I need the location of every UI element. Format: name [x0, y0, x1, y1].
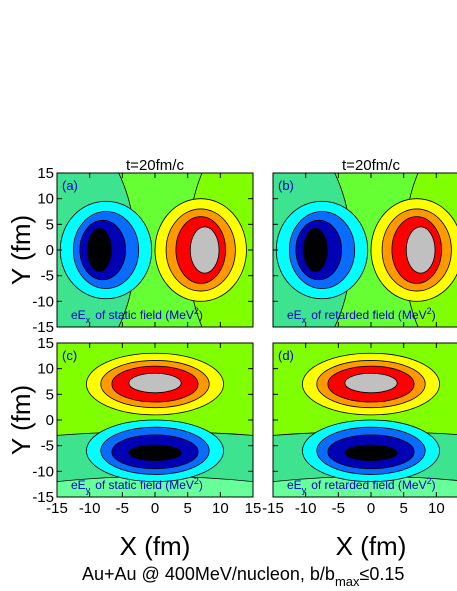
x-axis-label: X (fm)	[120, 531, 191, 561]
annotation-part: 2	[194, 306, 199, 316]
annotation: eEy of retarded field (MeV2)	[287, 476, 436, 495]
y-tick-label: -15	[32, 319, 54, 336]
annotation: eEx of retarded field (MeV2)	[287, 306, 436, 325]
y-tick-label: -10	[32, 463, 54, 480]
y-tick-label: 0	[46, 412, 54, 429]
x-tick-label: -15	[262, 500, 284, 517]
x-tick-label: -15	[46, 500, 68, 517]
caption-part: max	[335, 574, 360, 589]
y-axis-label: Y (fm)	[6, 215, 36, 285]
contour-panel	[273, 173, 457, 327]
y-tick-label: 15	[37, 165, 54, 182]
y-tick-label: -5	[41, 438, 54, 455]
annotation-part: y	[86, 485, 91, 495]
y-tick-label: -15	[32, 489, 54, 506]
caption-part: Au+Au @ 400MeV/nucleon, b/b	[82, 564, 335, 584]
y-tick-label: 10	[37, 191, 54, 208]
caption-part: ≤0.15	[360, 564, 405, 584]
x-tick-label: -10	[79, 500, 101, 517]
contour-panel	[57, 173, 253, 327]
y-tick-label: 10	[37, 361, 54, 378]
panel-label: (d)	[278, 348, 294, 363]
y-tick-label: -5	[41, 268, 54, 285]
contour-region	[344, 444, 398, 461]
contour-region	[303, 228, 328, 272]
annotation-part: )	[432, 308, 436, 322]
annotation-part: 2	[427, 306, 432, 316]
annotation-part: eE	[287, 308, 302, 322]
annotation-part: y	[302, 485, 307, 495]
annotation-part: )	[199, 308, 203, 322]
annotation-part: eE	[71, 478, 86, 492]
contour-region	[189, 226, 220, 274]
annotation: eEx of static field (MeV2)	[71, 306, 203, 325]
x-tick-label: 10	[428, 500, 445, 517]
contour-region	[87, 228, 112, 272]
contour-panel	[273, 343, 457, 497]
x-tick-label: 0	[367, 500, 375, 517]
panel-label: (c)	[62, 348, 77, 363]
annotation-part: x	[86, 315, 91, 325]
x-axis-label: X (fm)	[336, 531, 407, 561]
annotation-part: 2	[427, 476, 432, 486]
annotation-part: of retarded field (MeV	[311, 478, 426, 492]
contour-panel	[57, 343, 253, 497]
contour-region	[128, 444, 182, 461]
caption: Au+Au @ 400MeV/nucleon, b/bmax≤0.15	[82, 564, 404, 589]
annotation-part: )	[432, 478, 436, 492]
x-tick-label: 0	[151, 500, 159, 517]
x-tick-label: -10	[295, 500, 317, 517]
y-tick-label: -10	[32, 293, 54, 310]
annotation: eEy of static field (MeV2)	[71, 476, 203, 495]
contour-region	[128, 372, 182, 394]
annotation-part: eE	[71, 308, 86, 322]
panel-label: (a)	[62, 178, 78, 193]
contour-region	[405, 226, 436, 274]
panel-title: t=20fm/c	[126, 157, 184, 174]
y-axis-label: Y (fm)	[6, 385, 36, 455]
annotation-part: of retarded field (MeV	[311, 308, 426, 322]
annotation-part: of static field (MeV	[95, 308, 194, 322]
y-tick-label: 5	[46, 216, 54, 233]
x-tick-label: 15	[245, 500, 262, 517]
y-tick-label: 0	[46, 242, 54, 259]
y-tick-label: 5	[46, 386, 54, 403]
annotation-part: eE	[287, 478, 302, 492]
annotation-part: )	[199, 478, 203, 492]
annotation-part: x	[302, 315, 307, 325]
annotation-part: of static field (MeV	[95, 478, 194, 492]
x-tick-label: 5	[183, 500, 191, 517]
annotation-part: 2	[194, 476, 199, 486]
x-tick-label: 5	[399, 500, 407, 517]
panel-title: t=20fm/c	[342, 157, 400, 174]
contour-region	[344, 372, 398, 394]
y-tick-label: 15	[37, 335, 54, 352]
x-tick-label: 10	[212, 500, 229, 517]
x-tick-label: -5	[332, 500, 345, 517]
panel-label: (b)	[278, 178, 294, 193]
x-tick-label: -5	[116, 500, 129, 517]
